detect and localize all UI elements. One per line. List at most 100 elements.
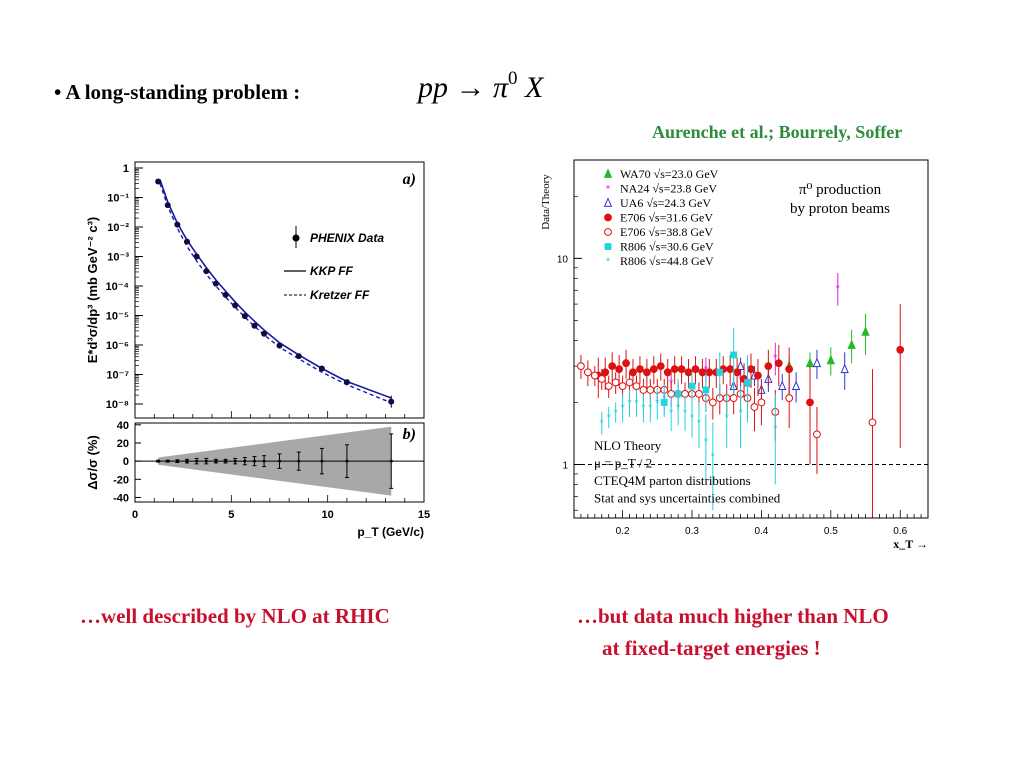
ratio-point <box>297 459 301 463</box>
ratio-point <box>345 459 349 463</box>
legend-label: E706 √s=38.8 GeV <box>620 225 713 239</box>
ratio-point <box>262 459 266 463</box>
series-marker <box>716 368 724 376</box>
series-marker <box>736 360 745 371</box>
reaction-formula: pp → π0 X <box>418 68 543 105</box>
ratio-point <box>320 459 324 463</box>
caption-right-line2: at fixed-target energies ! <box>602 636 821 660</box>
series-marker <box>702 386 710 394</box>
citation-text: Aurenche et al.; Bourrely, Soffer <box>652 122 903 142</box>
x-tick-label: 0.6 <box>893 526 907 537</box>
series-marker <box>615 365 624 374</box>
y-tick-label-b: 20 <box>117 438 129 450</box>
kkp-curve <box>159 179 392 399</box>
series-marker <box>750 403 759 411</box>
phenix-data-point <box>261 330 268 337</box>
data-theory-figure: 10 1 0.2 0.3 0.4 0.5 0.6x_T → Data/Theory π⁰ pro… <box>540 159 929 551</box>
x-tick-label: 10 <box>322 509 334 521</box>
series-marker <box>812 357 822 368</box>
series-marker: * <box>725 412 730 424</box>
plot-title-line1: π⁰ production <box>799 182 882 198</box>
phenix-data-point <box>222 291 229 298</box>
y-tick-label: 10 <box>557 254 569 265</box>
series-marker <box>805 357 815 368</box>
legend-label-phenix: PHENIX Data <box>310 231 384 245</box>
series-marker <box>785 365 794 374</box>
caption-left: …well described by NLO at RHIC <box>80 604 390 628</box>
series-marker <box>639 386 648 394</box>
series-marker <box>636 365 644 374</box>
ratio-point <box>233 459 237 463</box>
phenix-data-point <box>295 353 302 360</box>
series-marker <box>618 382 627 391</box>
legend-marker <box>604 213 612 222</box>
series-marker <box>757 398 766 407</box>
series-marker <box>695 389 703 398</box>
headline-text: A long-standing problem : <box>65 80 301 104</box>
phenix-data-point <box>276 342 283 349</box>
theory-note-line: CTEQ4M parton distributions <box>594 473 751 488</box>
series-marker <box>778 380 787 391</box>
ratio-point <box>175 459 179 463</box>
series-marker: * <box>655 397 660 409</box>
ratio-point <box>166 459 170 463</box>
slide-headline: • A long-standing problem : <box>54 80 300 105</box>
series-marker <box>730 351 738 359</box>
phenix-data-point <box>343 379 350 386</box>
series-marker <box>646 386 655 394</box>
series-marker <box>688 382 696 390</box>
series-marker: * <box>620 402 625 414</box>
series-marker <box>847 339 856 349</box>
series-marker: * <box>634 397 639 409</box>
series-marker <box>691 365 700 374</box>
series-marker <box>726 365 735 374</box>
series-marker <box>663 368 672 377</box>
legend-marker: * <box>606 184 611 196</box>
legend-label: UA6 √s=24.3 GeV <box>620 196 711 210</box>
series-marker: * <box>704 436 709 448</box>
series-marker: * <box>662 393 667 405</box>
legend-label: E706 √s=31.6 GeV <box>620 211 713 225</box>
series-marker <box>577 362 585 371</box>
series-marker: * <box>607 412 612 424</box>
legend-marker <box>604 243 612 250</box>
series-marker <box>733 368 742 377</box>
panel-b-border <box>134 422 425 503</box>
series-marker <box>601 368 610 377</box>
x-tick-label: 0.2 <box>616 526 630 537</box>
ratio-point <box>214 459 218 463</box>
legend-label: NA24 √s=23.8 GeV <box>620 182 717 196</box>
legend-marker <box>603 168 613 178</box>
series-marker <box>677 365 686 374</box>
plot-title-line2: by proton beams <box>790 201 890 217</box>
legend-marker-phenix <box>292 234 300 242</box>
y-tick-label: 1 <box>123 163 129 175</box>
y-tick-label-b: 40 <box>117 420 129 432</box>
x-tick-label: 5 <box>228 509 234 521</box>
plot-frame <box>573 159 929 519</box>
ratio-point <box>185 459 189 463</box>
series-marker: * <box>683 407 688 419</box>
phenix-data-point <box>241 313 248 320</box>
series-marker: * <box>669 407 674 419</box>
series-marker <box>813 430 821 439</box>
y-tick-label-b: -20 <box>113 474 129 486</box>
ratio-point <box>156 459 160 463</box>
phenix-data-point <box>164 202 171 209</box>
series-marker <box>583 368 592 377</box>
panel-a-border <box>134 161 425 419</box>
legend-label-kkp: KKP FF <box>310 264 354 278</box>
ratio-point <box>243 459 247 463</box>
series-marker: * <box>738 407 743 419</box>
series-marker <box>622 359 630 368</box>
phenix-data-point <box>184 238 191 245</box>
x-tick-label: 0 <box>132 509 138 521</box>
series-marker <box>744 379 751 386</box>
phenix-data-point <box>193 253 200 260</box>
series-marker <box>708 398 717 407</box>
y-tick-label: 10⁻² <box>107 222 129 234</box>
ratio-point <box>389 459 393 463</box>
phenix-data-point <box>203 268 210 275</box>
series-marker: * <box>676 402 681 414</box>
series-marker <box>670 365 679 374</box>
